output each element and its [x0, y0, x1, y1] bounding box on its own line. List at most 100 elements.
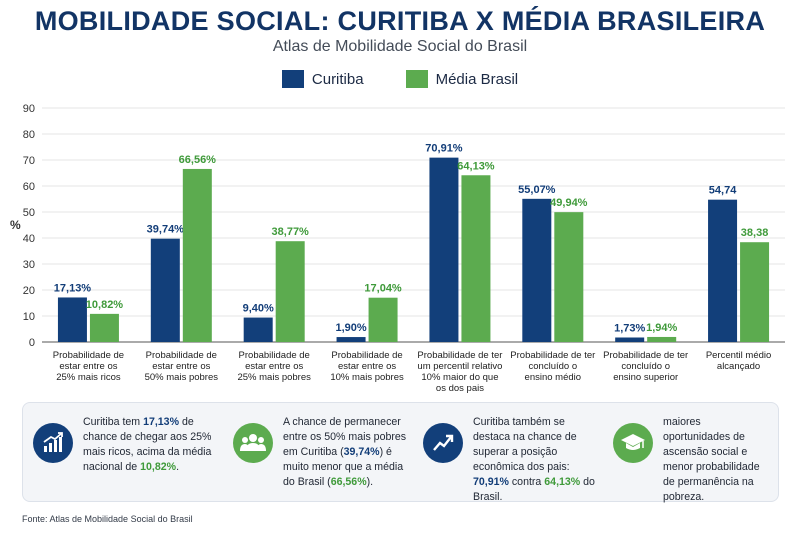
source-note: Fonte: Atlas de Mobilidade Social do Bra… [22, 514, 193, 524]
x-tick-label: Probabilidade de ter um percentil relativ… [417, 350, 502, 394]
data-label-curitiba: 70,91% [425, 143, 463, 155]
insight-fragment: ). [366, 476, 374, 488]
x-tick-label-line: Probabilidade de [331, 350, 402, 361]
insight-text-4: maiores oportunidades de ascensão social… [663, 415, 768, 505]
legend-swatch-brasil [405, 70, 428, 88]
data-label-brasil: 10,82% [86, 299, 124, 311]
x-tick-label: Probabilidade de estar entre os 50% mais p… [145, 350, 219, 383]
x-tick-label: Probabilidade de estar entre os 25% mais p… [237, 350, 311, 383]
data-label-brasil: 1,94% [646, 322, 677, 334]
x-tick-label-line: Probabilidade de [53, 350, 124, 361]
x-tick-label-line: 10% mais pobres [330, 372, 404, 383]
growth-chart-icon [33, 423, 73, 463]
x-tick-label-line: concluído o [529, 361, 578, 372]
chart-legend: Curitiba Média Brasil [0, 70, 800, 88]
insight-card-2: A chance de permanecer entre os 50% mais… [233, 415, 413, 490]
insight-highlight: 39,74% [343, 446, 380, 458]
insight-fragment: de chance de chegar aos 25% mais ricos, … [83, 416, 212, 473]
graduation-cap-icon [613, 423, 653, 463]
insight-text-2: A chance de permanecer entre os 50% mais… [283, 415, 413, 490]
insight-fragment: . [176, 461, 180, 473]
data-label-brasil: 64,13% [457, 160, 495, 172]
y-tick-label: 80 [23, 129, 35, 141]
legend-swatch-curitiba [281, 70, 304, 88]
x-tick-label-line: 25% mais ricos [56, 372, 121, 383]
bar-curitiba [708, 199, 738, 342]
x-tick-label-line: 50% mais pobres [145, 372, 219, 383]
insight-fragment: ) é muito menor que a média do Brasil ( [283, 446, 404, 488]
bar-curitiba [57, 297, 87, 342]
insight-highlight: 10,82% [140, 461, 177, 473]
bar-brasil [275, 241, 305, 342]
insight-highlight: 70,91% [473, 476, 509, 488]
insight-fragment: Curitiba também se destaca na chance de … [473, 416, 577, 473]
bar-brasil [740, 242, 770, 342]
insight-card-1: Curitiba tem 17,13% de chance de chegar … [33, 415, 223, 475]
bar-brasil [647, 336, 677, 342]
insight-fragment: do Brasil. [473, 476, 595, 503]
data-label-curitiba: 17,13% [54, 282, 92, 294]
x-tick-label: Percentil médio alcançado [706, 350, 771, 372]
x-tick-label: Probabilidade de ter concluído o ensino mé… [510, 350, 595, 383]
x-tick-label-line: estar entre os [245, 361, 303, 372]
x-tick-label-line: os dos pais [436, 383, 484, 394]
bar-curitiba [336, 337, 366, 342]
x-tick-label-line: concluído o [621, 361, 670, 372]
x-tick-label-line: Probabilidade de ter [603, 350, 688, 361]
insight-highlight: 17,13% [143, 416, 179, 428]
data-label-curitiba: 39,74% [147, 224, 185, 236]
y-tick-label: 50 [23, 207, 35, 219]
data-label-brasil: 17,04% [364, 283, 402, 295]
y-tick-label: 60 [23, 181, 35, 193]
insight-fragment: A chance de permanecer entre os 50% mais… [283, 416, 407, 458]
y-tick-label: 90 [23, 103, 35, 115]
page-subtitle: Atlas de Mobilidade Social do Brasil [272, 38, 528, 55]
data-label-curitiba: 9,40% [243, 303, 274, 315]
x-tick-label: Probabilidade de estar entre os 25% mais r… [53, 350, 124, 383]
data-label-curitiba: 54,74 [709, 185, 737, 197]
trend-up-icon [423, 423, 463, 463]
y-tick-label: 70 [23, 155, 35, 167]
x-tick-label: Probabilidade de estar entre os 10% mais p… [330, 350, 404, 383]
bar-brasil [182, 168, 212, 342]
x-tick-label-line: Probabilidade de ter [510, 350, 595, 361]
page-title: MOBILIDADE SOCIAL: CURITIBA X MÉDIA BRAS… [34, 6, 766, 36]
bar-brasil [554, 212, 584, 342]
group-people-icon [233, 423, 273, 463]
insight-fragment: Curitiba tem [83, 416, 144, 428]
bar-curitiba [243, 317, 273, 342]
bar-curitiba [522, 198, 552, 342]
data-label-brasil: 49,94% [550, 197, 588, 209]
x-tick-label-line: Probabilidade de [239, 350, 310, 361]
x-tick-label-line: 10% maior do que [421, 372, 498, 383]
insight-card-3: Curitiba também se destaca na chance de … [423, 415, 603, 505]
data-label-brasil: 38,77% [272, 226, 310, 238]
x-tick-label-line: ensino superior [613, 372, 678, 383]
insight-fragment: contra [508, 476, 545, 488]
data-label-brasil: 66,56% [179, 154, 217, 166]
x-tick-label-line: ensino médio [525, 372, 582, 383]
x-tick-label-line: um percentil relativo [417, 361, 502, 372]
insight-card-4: maiores oportunidades de ascensão social… [613, 415, 773, 505]
y-tick-label: 10 [23, 311, 35, 323]
legend-item-brasil: Média Brasil [405, 70, 518, 88]
bar-curitiba [150, 238, 180, 342]
insight-text-3: Curitiba também se destaca na chance de … [473, 415, 598, 505]
insight-highlight: 66,56% [330, 476, 367, 488]
x-tick-label-line: estar entre os [338, 361, 396, 372]
data-label-curitiba: 55,07% [518, 184, 556, 196]
y-tick-label: 40 [23, 233, 35, 245]
data-label-brasil: 38,38 [741, 227, 769, 239]
x-tick-label-line: 25% mais pobres [237, 372, 311, 383]
insight-fragment: maiores oportunidades de ascensão social… [663, 416, 760, 503]
x-tick-label-line: Percentil médio [706, 350, 771, 361]
y-axis-label: % [10, 218, 21, 232]
bar-brasil [89, 313, 119, 342]
x-tick-label-line: alcançado [717, 361, 760, 372]
bar-chart: 0 10 20 30 40 50 60 70 80 90% 17,13% 10,82% Probabil… [10, 103, 785, 394]
x-tick-label: Probabilidade de ter concluído o ensino su… [603, 350, 688, 383]
x-tick-label-line: Probabilidade de [146, 350, 217, 361]
insight-text-1: Curitiba tem 17,13% de chance de chegar … [83, 415, 223, 475]
y-tick-label: 20 [23, 285, 35, 297]
y-tick-label: 30 [23, 259, 35, 271]
